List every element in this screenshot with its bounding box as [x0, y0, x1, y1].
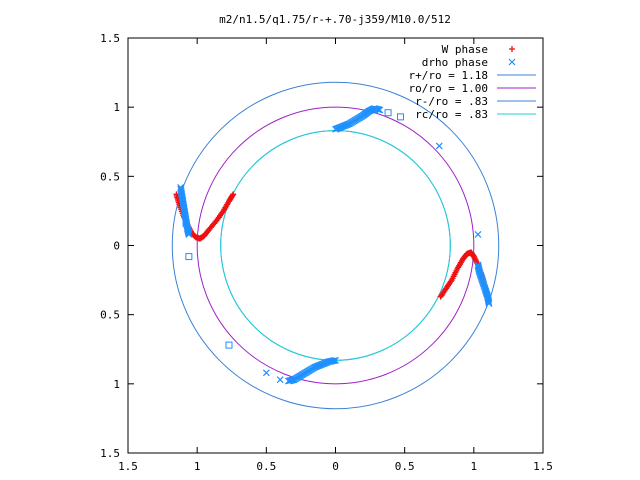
drho-phase-point [475, 263, 482, 271]
drho-phase-point [474, 261, 482, 269]
drho-phase-square-point [384, 109, 392, 117]
drho-phase-point [330, 357, 338, 364]
legend-label: r+/ro = 1.18 [409, 69, 488, 82]
x-tick-label: 0 [332, 460, 339, 473]
reference-circle [171, 81, 500, 410]
drho-phase-square-point [397, 113, 405, 121]
reference-circle [196, 106, 475, 385]
drho-phase-point [262, 369, 270, 377]
drho-phase-point [329, 357, 337, 365]
y-tick-label: 0 [113, 240, 120, 253]
drho-phase-point [474, 262, 482, 270]
legend-label: r-/ro = .83 [415, 95, 488, 108]
drho-phase-square-point [185, 253, 193, 261]
drho-phase-square-point [225, 341, 233, 349]
y-tick-label: 0.5 [100, 170, 120, 183]
x-tick-label: 1.5 [533, 460, 553, 473]
drho-phase-point [276, 376, 284, 384]
y-tick-label: 1.5 [100, 32, 120, 45]
w-phase-point [437, 293, 444, 300]
axis-ticks: 1.5 1 0.5 0 0.5 1 1.51.510.500.511.5 [100, 32, 553, 473]
legend-label: ro/ro = 1.00 [409, 82, 488, 95]
x-tick-label: 1 [471, 460, 478, 473]
drho-phase-square-point [182, 219, 190, 227]
x-tick-label: 1.5 [118, 460, 138, 473]
x-tick-label: 0.5 [395, 460, 415, 473]
legend-label: rc/ro = .83 [415, 108, 488, 121]
drho-phase-point [185, 231, 193, 238]
data-points [173, 105, 493, 385]
drho-phase-point [474, 231, 482, 238]
legend-marker [508, 58, 516, 66]
legend-label: W phase [442, 43, 488, 56]
legend-label: drho phase [422, 56, 488, 69]
y-tick-label: 1 [113, 101, 120, 114]
legend-marker [509, 46, 515, 52]
reference-circle [220, 130, 451, 361]
drho-phase-point [332, 356, 339, 364]
w-phase-point [229, 192, 236, 199]
w-phase-point [230, 191, 237, 198]
y-tick-label: 1 [113, 378, 120, 391]
x-tick-label: 0.5 [256, 460, 276, 473]
chart-title: m2/n1.5/q1.75/r-+.70-j359/M10.0/512 [219, 13, 451, 26]
drho-phase-point [435, 142, 443, 150]
y-tick-label: 1.5 [100, 447, 120, 460]
drho-phase-point [376, 106, 384, 114]
x-tick-label: 1 [194, 460, 201, 473]
y-tick-label: 0.5 [100, 309, 120, 322]
reference-circle [220, 130, 451, 361]
